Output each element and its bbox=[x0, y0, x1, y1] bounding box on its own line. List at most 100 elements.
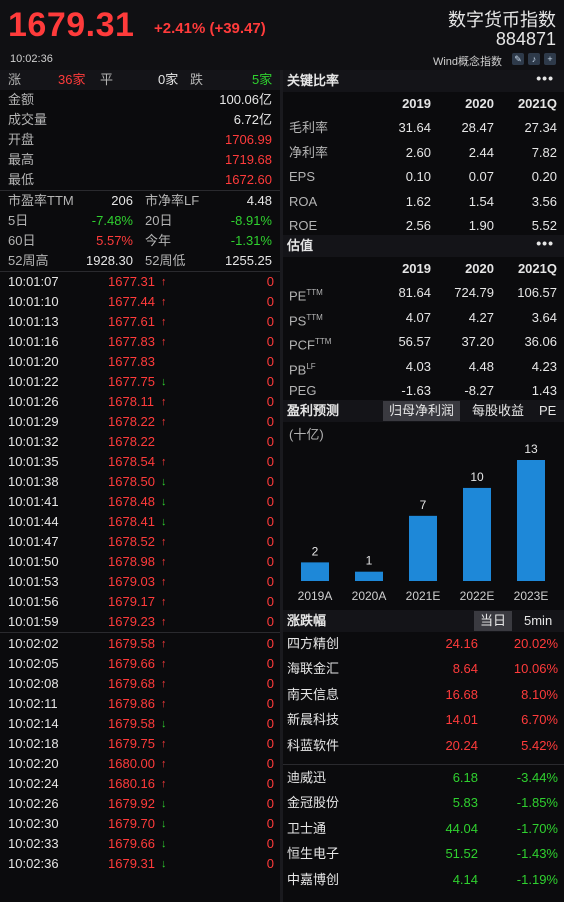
edit-icon[interactable]: ✎ bbox=[512, 53, 524, 65]
mover-row[interactable]: 新晨科技 14.01 6.70% bbox=[283, 707, 564, 732]
tick-row[interactable]: 10:01:16 1677.83 ↑ 0 bbox=[0, 332, 280, 352]
stock-change-pct: -1.85% bbox=[516, 795, 558, 811]
tick-row[interactable]: 10:02:02 1679.58 ↑ 0 bbox=[0, 634, 280, 654]
stock-name: 迪威迅 bbox=[287, 770, 327, 785]
mover-row[interactable]: 恒生电子 51.52 -1.43% bbox=[283, 841, 564, 866]
mover-row[interactable]: 海联金汇 8.64 10.06% bbox=[283, 656, 564, 681]
valuation-label: 52周低 bbox=[145, 253, 186, 268]
tick-volume: 0 bbox=[266, 696, 274, 711]
tick-row[interactable]: 10:01:29 1678.22 ↑ 0 bbox=[0, 412, 280, 432]
tick-volume: 0 bbox=[266, 856, 274, 871]
table-year-header: 2019 2020 2021Q bbox=[283, 257, 564, 281]
tick-row[interactable]: 10:01:32 1678.22 0 bbox=[0, 432, 280, 452]
tick-row[interactable]: 10:02:33 1679.66 ↓ 0 bbox=[0, 834, 280, 854]
left-panel: 涨 36家 平 0家 跌 5家 金额 100.06亿 成交量 6.72亿 开盘 1706.… bbox=[0, 70, 280, 902]
arrow-down-icon: ↓ bbox=[161, 516, 167, 528]
valuation-more-icon[interactable]: ••• bbox=[536, 235, 554, 251]
tab-net-profit[interactable]: 归母净利润 bbox=[383, 401, 461, 421]
tick-row[interactable]: 10:01:22 1677.75 ↓ 0 bbox=[0, 372, 280, 392]
tick-row[interactable]: 10:01:53 1679.03 ↑ 0 bbox=[0, 572, 280, 592]
stock-price: 44.04 bbox=[445, 820, 478, 836]
forecast-bar bbox=[355, 571, 383, 581]
row-value: 4.07 bbox=[405, 309, 431, 325]
tick-row[interactable]: 10:01:20 1677.83 0 bbox=[0, 352, 280, 372]
ratios-more-icon[interactable]: ••• bbox=[536, 70, 554, 86]
x-tick-label: 2021E bbox=[406, 589, 441, 603]
tick-row[interactable]: 10:02:30 1679.70 ↓ 0 bbox=[0, 814, 280, 834]
tick-price: 1680.16 bbox=[108, 776, 155, 791]
row-label-text: PCF bbox=[289, 337, 315, 353]
add-icon[interactable]: + bbox=[544, 53, 556, 65]
tick-row[interactable]: 10:02:18 1679.75 ↑ 0 bbox=[0, 734, 280, 754]
tick-row[interactable]: 10:01:44 1678.41 ↓ 0 bbox=[0, 512, 280, 532]
tick-price: 1679.92 bbox=[108, 796, 155, 811]
mover-row[interactable]: 南天信息 16.68 8.10% bbox=[283, 682, 564, 707]
tick-row[interactable]: 10:01:13 1677.61 ↑ 0 bbox=[0, 312, 280, 332]
table-row: 净利率 2.60 2.44 7.82 bbox=[283, 141, 564, 165]
tab-eps[interactable]: 每股收益 bbox=[472, 403, 525, 418]
tab-today[interactable]: 当日 bbox=[474, 611, 513, 631]
movers-header: 涨跌幅 当日 5min bbox=[283, 610, 564, 632]
tick-time: 10:02:02 bbox=[8, 636, 59, 651]
tab-5min[interactable]: 5min bbox=[524, 613, 553, 628]
row-value: 7.82 bbox=[531, 144, 557, 160]
forecast-bar bbox=[463, 487, 491, 581]
arrow-up-icon: ↑ bbox=[161, 416, 167, 428]
mover-row[interactable]: 迪威迅 6.18 -3.44% bbox=[283, 765, 564, 790]
bar-value-label: 1 bbox=[366, 554, 373, 568]
tick-row[interactable]: 10:02:24 1680.16 ↑ 0 bbox=[0, 774, 280, 794]
mover-row[interactable]: 科蓝软件 20.24 5.42% bbox=[283, 733, 564, 758]
stat-value: 1719.68 bbox=[225, 152, 272, 167]
tick-row[interactable]: 10:02:26 1679.92 ↓ 0 bbox=[0, 794, 280, 814]
row-label: ROE bbox=[289, 214, 317, 238]
mover-row[interactable]: 中嘉博创 4.14 -1.19% bbox=[283, 867, 564, 892]
tab-pe[interactable]: PE bbox=[539, 403, 557, 418]
tick-time: 10:02:08 bbox=[8, 676, 59, 691]
tick-row[interactable]: 10:01:10 1677.44 ↑ 0 bbox=[0, 292, 280, 312]
tick-time: 10:01:10 bbox=[8, 294, 59, 309]
mover-row[interactable]: 卫士通 44.04 -1.70% bbox=[283, 816, 564, 841]
table-row: PBLF 4.03 4.48 4.23 bbox=[283, 355, 564, 379]
movers-title: 涨跌幅 bbox=[287, 613, 327, 628]
tick-row[interactable]: 10:01:47 1678.52 ↑ 0 bbox=[0, 532, 280, 552]
row-value: 56.57 bbox=[398, 334, 431, 349]
last-price: 1679.31 bbox=[8, 6, 135, 44]
table-row: ROE 2.56 1.90 5.52 bbox=[283, 214, 564, 238]
valuation-header: 估值 ••• bbox=[283, 235, 564, 257]
valuation-label: 52周高 bbox=[8, 253, 49, 268]
tick-row[interactable]: 10:01:35 1678.54 ↑ 0 bbox=[0, 452, 280, 472]
quote-time: 10:02:36 bbox=[10, 53, 53, 65]
tick-row[interactable]: 10:02:11 1679.86 ↑ 0 bbox=[0, 694, 280, 714]
tick-row[interactable]: 10:02:36 1679.31 ↓ 0 bbox=[0, 854, 280, 874]
tick-row[interactable]: 10:02:20 1680.00 ↑ 0 bbox=[0, 754, 280, 774]
price-change: +2.41% (+39.47) bbox=[154, 20, 266, 37]
tick-price: 1679.66 bbox=[108, 656, 155, 671]
tick-price: 1678.50 bbox=[108, 474, 155, 489]
mover-row[interactable]: 金冠股份 5.83 -1.85% bbox=[283, 790, 564, 815]
tick-row[interactable]: 10:01:50 1678.98 ↑ 0 bbox=[0, 552, 280, 572]
tick-row[interactable]: 10:01:26 1678.11 ↑ 0 bbox=[0, 392, 280, 412]
tick-row[interactable]: 10:01:07 1677.31 ↑ 0 bbox=[0, 272, 280, 292]
tick-row[interactable]: 10:01:41 1678.48 ↓ 0 bbox=[0, 492, 280, 512]
bell-icon[interactable]: ♪ bbox=[528, 53, 540, 65]
stat-row: 成交量 6.72亿 bbox=[0, 110, 280, 130]
tick-row[interactable]: 10:01:56 1679.17 ↑ 0 bbox=[0, 592, 280, 612]
mover-row[interactable]: 四方精创 24.16 20.02% bbox=[283, 631, 564, 656]
tick-row[interactable]: 10:02:05 1679.66 ↑ 0 bbox=[0, 654, 280, 674]
row-label: PBLF bbox=[289, 355, 316, 382]
tick-row[interactable]: 10:02:14 1679.58 ↓ 0 bbox=[0, 714, 280, 734]
stock-name: 科蓝软件 bbox=[287, 737, 340, 753]
stock-change-pct: 10.06% bbox=[513, 661, 558, 677]
tick-row[interactable]: 10:01:59 1679.23 ↑ 0 bbox=[0, 612, 280, 632]
x-tick-label: 2022E bbox=[460, 589, 495, 603]
tick-row[interactable]: 10:01:38 1678.50 ↓ 0 bbox=[0, 472, 280, 492]
valuation-row: 5日 -7.48% 20日 -8.91% bbox=[0, 211, 280, 231]
table-row: PETTM 81.64 724.79 106.57 bbox=[283, 281, 564, 305]
row-value: -1.63 bbox=[401, 383, 431, 398]
breadth-flat-label: 平 bbox=[100, 72, 114, 87]
tick-row[interactable]: 10:02:08 1679.68 ↑ 0 bbox=[0, 674, 280, 694]
stat-value: 1672.60 bbox=[225, 172, 272, 187]
tick-volume: 0 bbox=[266, 274, 274, 289]
stock-name: 海联金汇 bbox=[287, 661, 340, 677]
tick-time: 10:01:16 bbox=[8, 334, 59, 349]
